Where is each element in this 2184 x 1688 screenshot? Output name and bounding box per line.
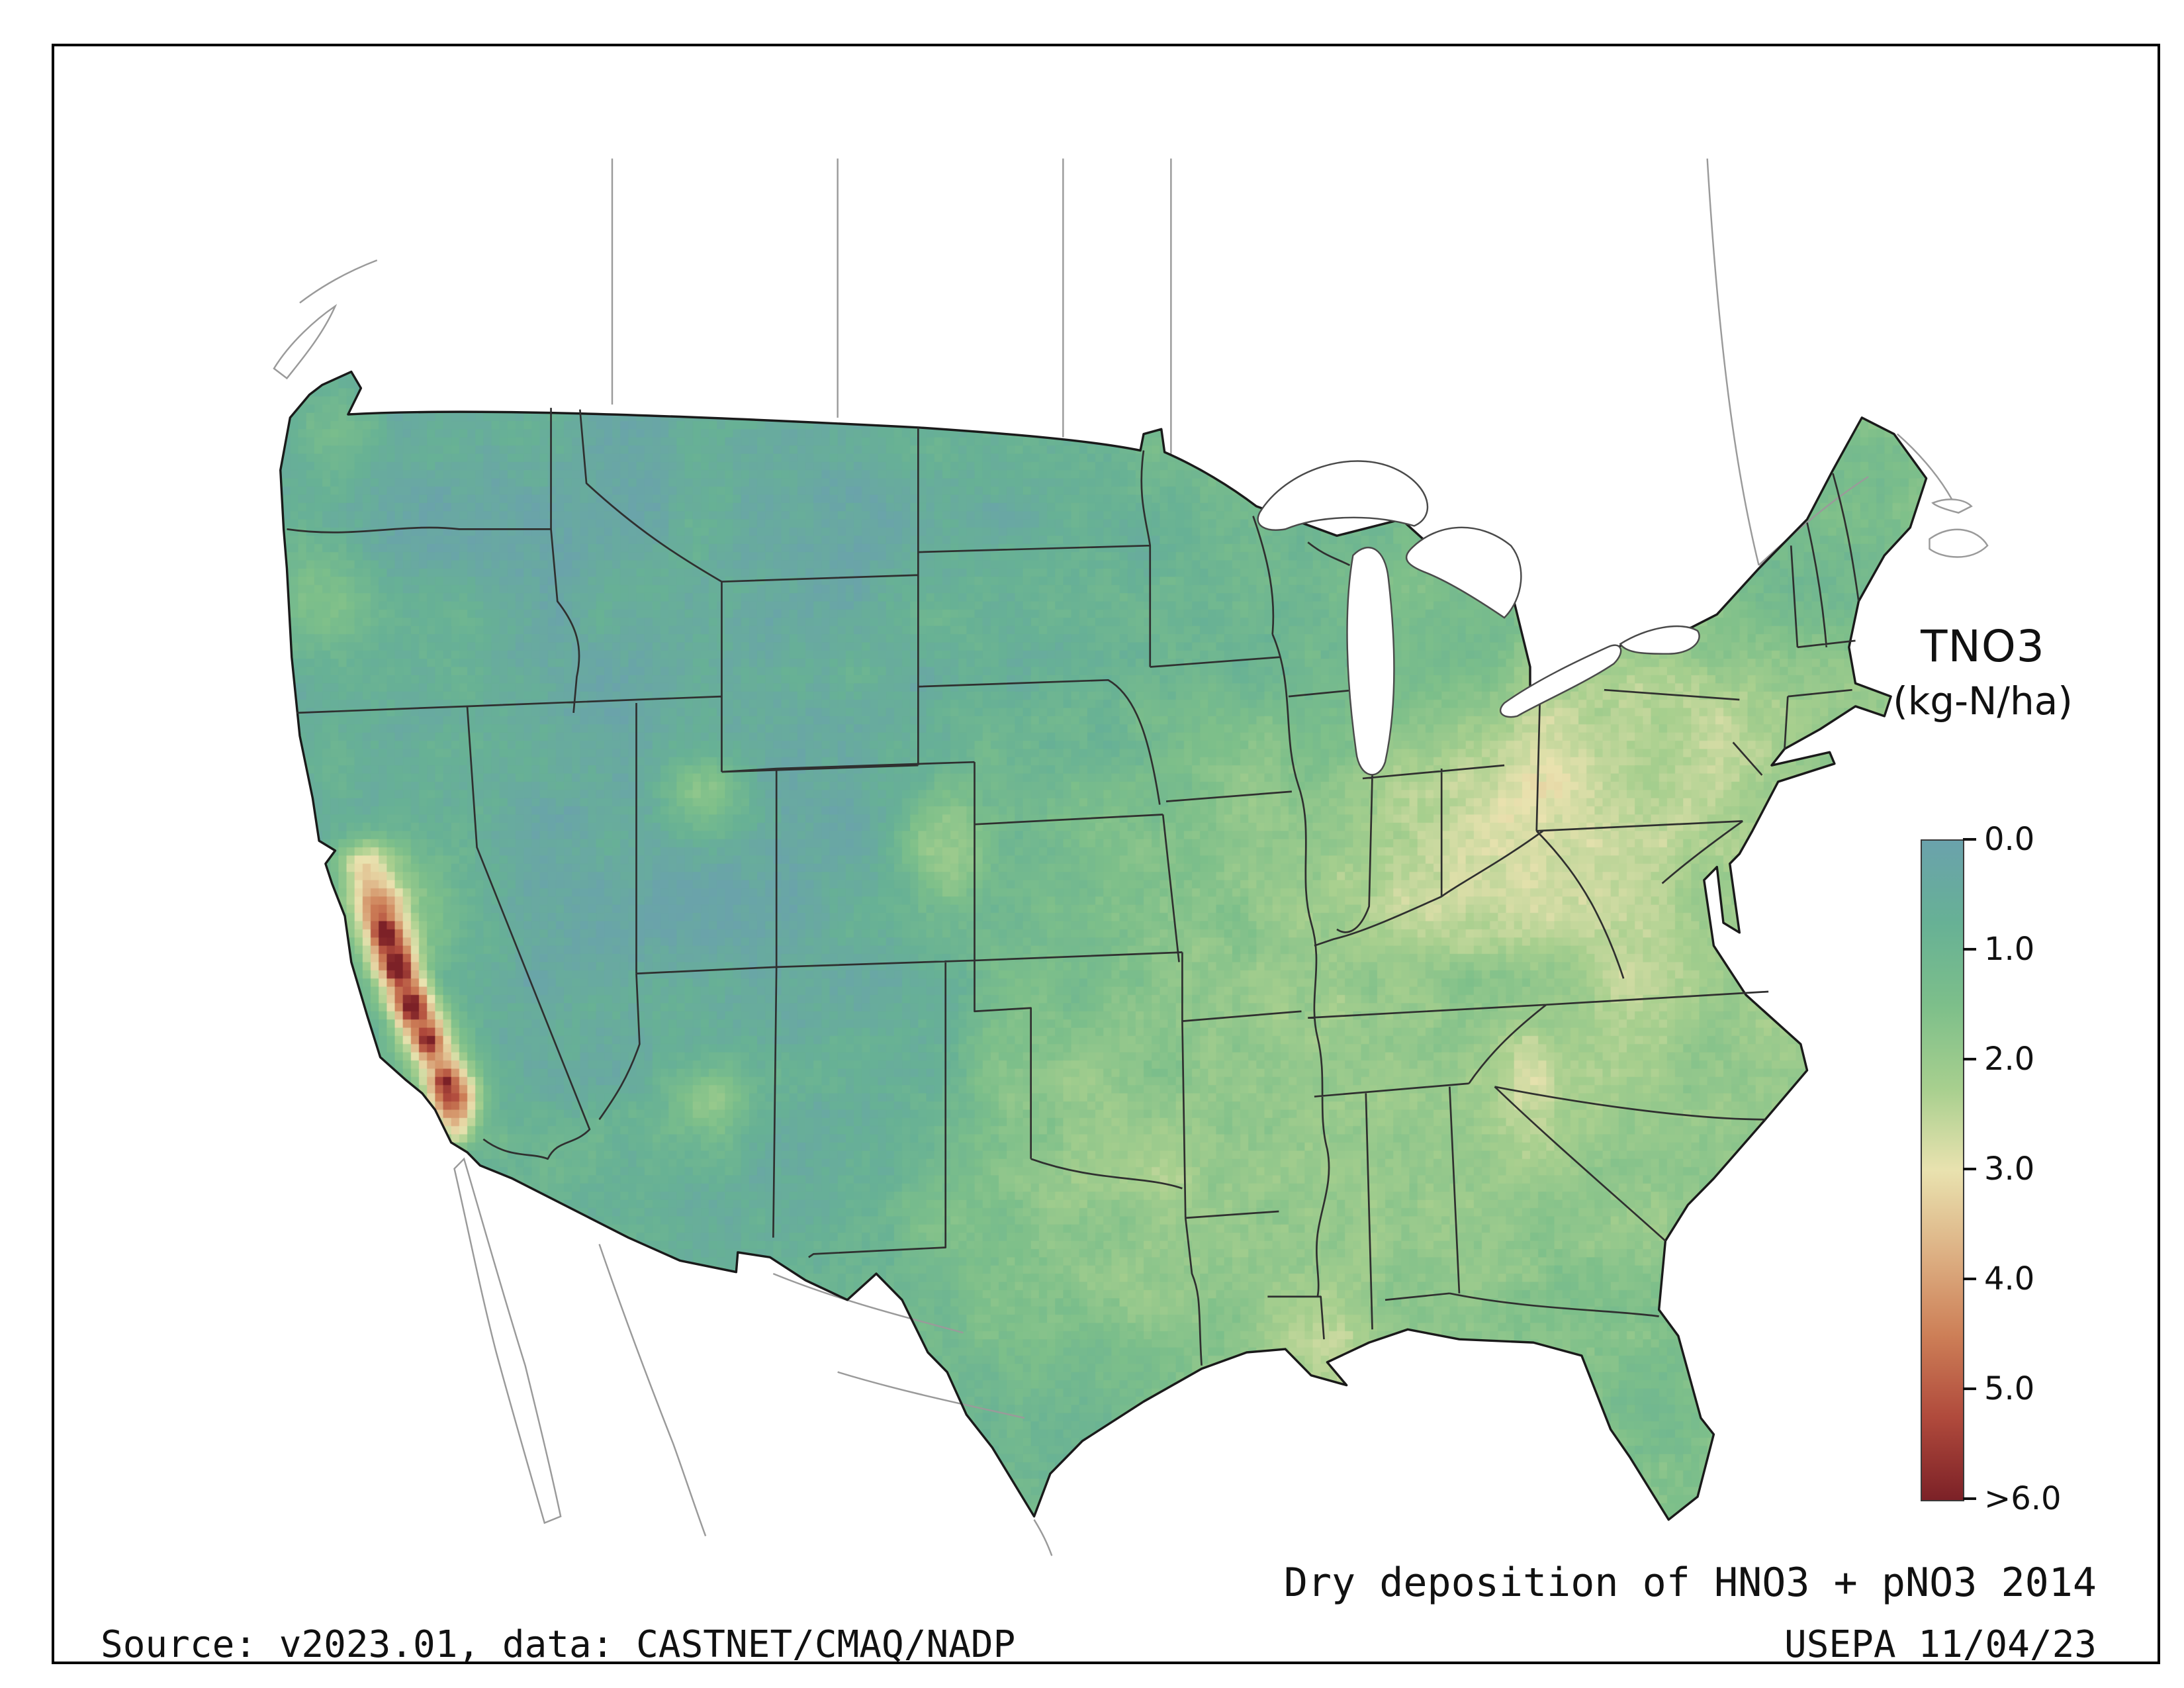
state-borders bbox=[287, 408, 1860, 1366]
tick-label: 3.0 bbox=[1984, 1150, 2035, 1188]
tick-label: 1.0 bbox=[1984, 931, 2035, 968]
tick-mark bbox=[1963, 948, 1976, 951]
colorbar-tick: 4.0 bbox=[1963, 1260, 2034, 1297]
legend-title: TNO3 bbox=[1921, 621, 2045, 672]
colorbar-tick: 3.0 bbox=[1963, 1150, 2034, 1188]
tick-mark bbox=[1963, 1168, 1976, 1170]
map-svg bbox=[273, 158, 1989, 1556]
tick-label: 0.0 bbox=[1984, 821, 2035, 858]
page-border: TNO3 (kg-N/ha) 0.0 1.0 2.0 3.0 4.0 5.0 bbox=[52, 44, 2160, 1666]
legend-units: (kg-N/ha) bbox=[1893, 679, 2073, 724]
tick-mark bbox=[1963, 1278, 1976, 1280]
source-note: Source: v2023.01, data: CASTNET/CMAQ/NAD… bbox=[101, 1623, 1016, 1666]
tick-label: >6.0 bbox=[1984, 1480, 2062, 1517]
colorbar-tick: 2.0 bbox=[1963, 1041, 2034, 1078]
tick-label: 2.0 bbox=[1984, 1041, 2035, 1078]
us-outline bbox=[279, 370, 1928, 1521]
mexico-borders bbox=[453, 1157, 1053, 1556]
canada-borders bbox=[273, 158, 1989, 566]
agency-stamp: USEPA 11/04/23 bbox=[1784, 1623, 2097, 1666]
tick-mark bbox=[1963, 1387, 1976, 1390]
colorbar-tick: 1.0 bbox=[1963, 931, 2034, 968]
tick-mark bbox=[1963, 1058, 1976, 1060]
legend: TNO3 (kg-N/ha) 0.0 1.0 2.0 3.0 4.0 5.0 bbox=[1857, 621, 2109, 1517]
tick-mark bbox=[1963, 1497, 1976, 1500]
us-map bbox=[81, 126, 2013, 1569]
colorbar-tick: >6.0 bbox=[1963, 1480, 2062, 1517]
map-caption: Dry deposition of HNO3 + pNO3 2014 bbox=[1283, 1560, 2097, 1606]
deposition-raster bbox=[81, 126, 2013, 1569]
colorbar-area: 0.0 1.0 2.0 3.0 4.0 5.0 >6.0 bbox=[1921, 821, 2113, 1517]
colorbar bbox=[1921, 839, 1964, 1501]
great-lakes bbox=[1257, 460, 1700, 776]
tick-label: 5.0 bbox=[1984, 1370, 2035, 1407]
colorbar-tick: 0.0 bbox=[1963, 821, 2034, 858]
tick-label: 4.0 bbox=[1984, 1260, 2035, 1297]
colorbar-tick: 5.0 bbox=[1963, 1370, 2034, 1407]
tick-mark bbox=[1963, 838, 1976, 841]
